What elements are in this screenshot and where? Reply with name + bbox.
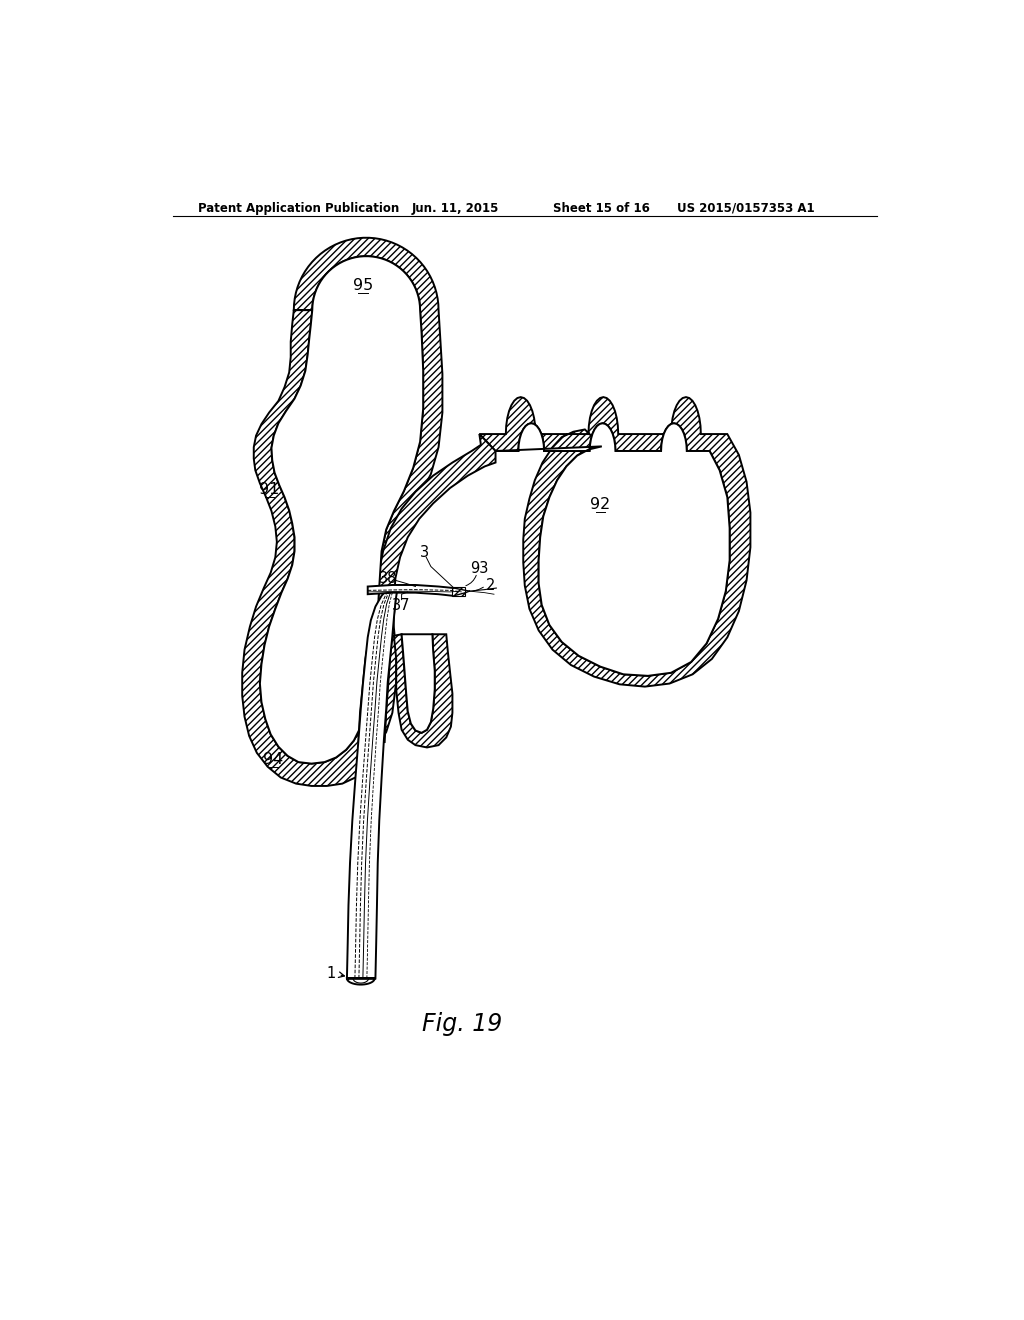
Text: Jun. 11, 2015: Jun. 11, 2015 xyxy=(412,202,499,215)
Text: 95: 95 xyxy=(353,279,373,293)
Polygon shape xyxy=(243,238,442,785)
Polygon shape xyxy=(347,585,398,985)
Text: 92: 92 xyxy=(590,498,610,512)
Polygon shape xyxy=(394,635,453,747)
Text: 91: 91 xyxy=(259,482,280,498)
Text: Sheet 15 of 16: Sheet 15 of 16 xyxy=(553,202,649,215)
Polygon shape xyxy=(379,434,496,599)
Text: 37: 37 xyxy=(392,598,411,612)
Polygon shape xyxy=(479,397,751,686)
Text: Fig. 19: Fig. 19 xyxy=(422,1011,502,1036)
Polygon shape xyxy=(368,585,460,595)
Polygon shape xyxy=(496,424,730,676)
Polygon shape xyxy=(358,589,397,742)
Polygon shape xyxy=(401,635,435,733)
Text: 38: 38 xyxy=(379,570,397,586)
Polygon shape xyxy=(260,256,423,763)
Text: US 2015/0157353 A1: US 2015/0157353 A1 xyxy=(677,202,815,215)
Text: 1: 1 xyxy=(326,965,336,981)
Text: 3: 3 xyxy=(420,545,429,560)
Text: Patent Application Publication: Patent Application Publication xyxy=(199,202,399,215)
Text: 93: 93 xyxy=(470,561,488,576)
Bar xyxy=(453,586,465,595)
Text: 2: 2 xyxy=(486,578,496,593)
Text: 94: 94 xyxy=(263,751,283,767)
